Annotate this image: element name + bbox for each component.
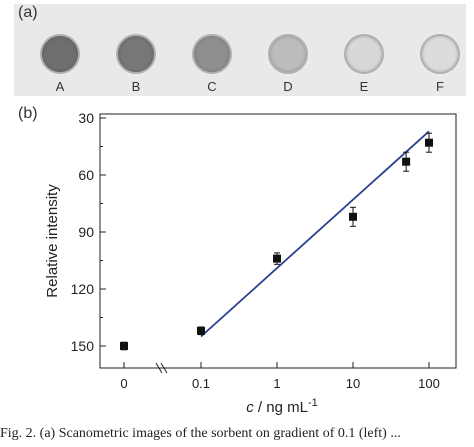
y-tick-label: 60 [78, 167, 94, 183]
well-label: F [436, 79, 444, 94]
image-strip: (a) A B C D E F [14, 4, 466, 96]
x-tick-label: 10 [346, 376, 360, 391]
y-tick-label: 120 [71, 281, 95, 297]
y-tick-label: 90 [78, 224, 94, 240]
well-e: E [336, 34, 396, 94]
well-label: E [359, 79, 369, 94]
well-c: C [184, 34, 244, 94]
well-label: A [55, 79, 65, 94]
x-tick-label: 0.1 [192, 376, 210, 391]
calibration-chart: 30 60 90 120 150 0 0.1 1 10 100 (b) Relative intens… [18, 105, 457, 416]
well-label: D [283, 79, 293, 94]
well-label: B [131, 79, 141, 94]
panel-label-b: (b) [18, 105, 38, 122]
x-tick-label: 1 [273, 376, 280, 391]
well-label: C [207, 79, 217, 94]
figure-caption: Fig. 2. (a) Scanometric images of the so… [0, 426, 401, 441]
well-b: B [108, 34, 168, 94]
fit-line [200, 130, 430, 338]
well-spot [192, 34, 232, 74]
x-axis-label: c / ng mL-1 [246, 397, 317, 416]
plot-frame [99, 113, 457, 369]
x-tick-label: 0 [120, 376, 127, 391]
well-f: F [412, 34, 472, 94]
well-spot [344, 34, 384, 74]
panel-label-a: (a) [18, 4, 38, 21]
data-point [120, 342, 128, 350]
y-tick-label: 150 [71, 338, 95, 354]
data-point [402, 157, 411, 166]
well-spot [268, 34, 308, 74]
well-spot [116, 34, 156, 74]
data-point [349, 212, 357, 221]
well-a: A [32, 34, 92, 94]
data-point [425, 138, 433, 147]
x-tick-label: 100 [418, 376, 440, 391]
y-tick-label: 30 [78, 110, 94, 126]
well-spot [40, 34, 80, 74]
y-axis-label: Relative intensity [44, 184, 61, 298]
data-point [273, 254, 281, 263]
well-spot [420, 34, 460, 74]
data-point [197, 326, 205, 335]
axis-break-mark [155, 362, 163, 374]
well-d: D [260, 34, 320, 94]
axis-break-mark [160, 362, 168, 374]
